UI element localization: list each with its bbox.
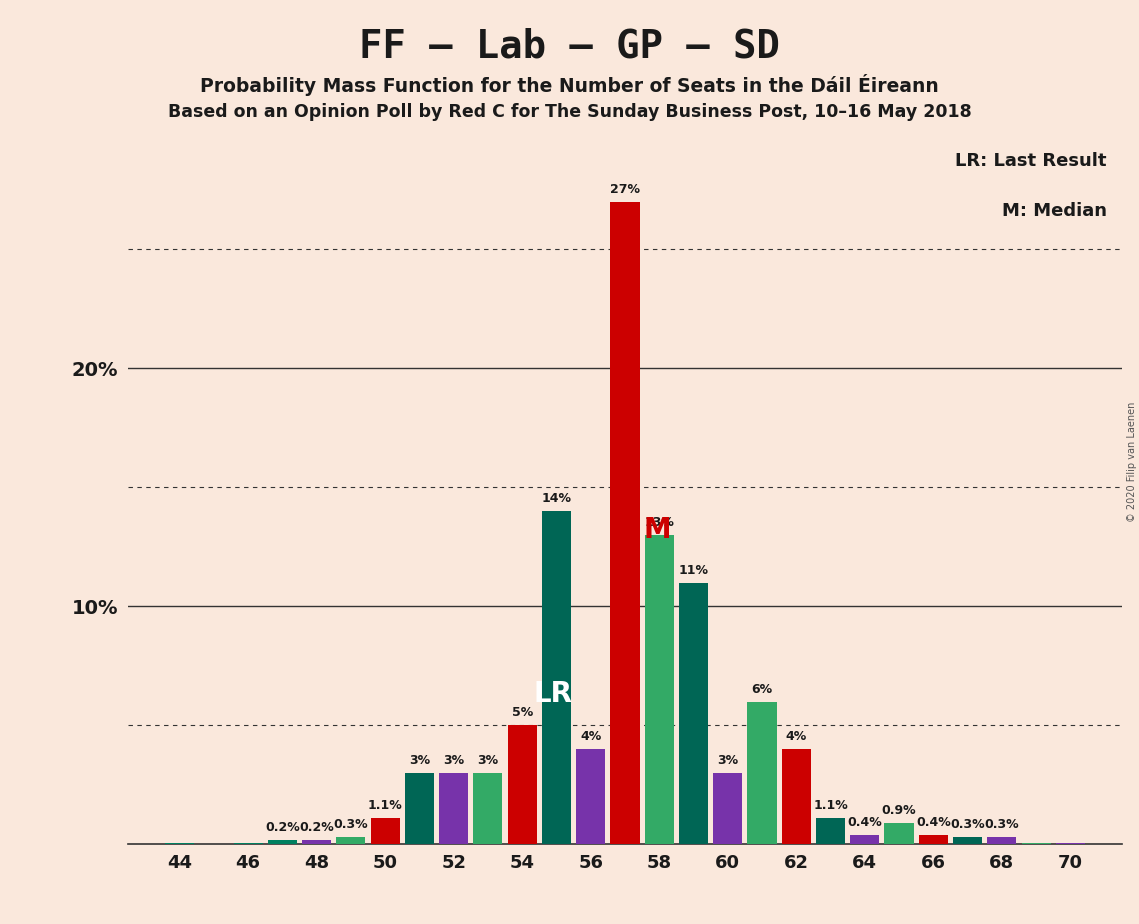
Text: 4%: 4%: [786, 730, 806, 743]
Text: 3%: 3%: [718, 754, 738, 767]
Bar: [508, 725, 536, 845]
Bar: [919, 834, 948, 845]
Text: 27%: 27%: [611, 183, 640, 196]
Text: 14%: 14%: [541, 492, 572, 505]
Bar: [302, 840, 331, 845]
Bar: [953, 837, 982, 845]
Bar: [850, 834, 879, 845]
Text: FF – Lab – GP – SD: FF – Lab – GP – SD: [359, 28, 780, 66]
Text: 0.9%: 0.9%: [882, 804, 917, 817]
Text: 13%: 13%: [645, 516, 674, 529]
Bar: [747, 701, 777, 845]
Text: LR: LR: [533, 680, 573, 709]
Bar: [645, 535, 674, 845]
Bar: [988, 837, 1016, 845]
Text: 0.2%: 0.2%: [300, 821, 334, 833]
Text: 1.1%: 1.1%: [813, 799, 847, 812]
Bar: [370, 818, 400, 845]
Bar: [165, 843, 194, 845]
Bar: [679, 583, 708, 845]
Bar: [542, 511, 571, 845]
Bar: [336, 837, 366, 845]
Text: M: M: [644, 516, 671, 543]
Text: © 2020 Filip van Laenen: © 2020 Filip van Laenen: [1126, 402, 1137, 522]
Bar: [440, 773, 468, 845]
Bar: [1056, 843, 1084, 845]
Text: 3%: 3%: [477, 754, 499, 767]
Bar: [816, 818, 845, 845]
Text: 6%: 6%: [752, 683, 772, 696]
Text: 1.1%: 1.1%: [368, 799, 402, 812]
Text: Based on an Opinion Poll by Red C for The Sunday Business Post, 10–16 May 2018: Based on an Opinion Poll by Red C for Th…: [167, 103, 972, 121]
Bar: [611, 201, 639, 845]
Text: 4%: 4%: [580, 730, 601, 743]
Bar: [713, 773, 743, 845]
Text: 3%: 3%: [409, 754, 429, 767]
Text: 0.4%: 0.4%: [916, 816, 951, 829]
Bar: [268, 840, 297, 845]
Text: 0.4%: 0.4%: [847, 816, 882, 829]
Bar: [576, 749, 605, 845]
Bar: [233, 843, 263, 845]
Text: LR: Last Result: LR: Last Result: [956, 152, 1107, 170]
Bar: [474, 773, 502, 845]
Text: 0.3%: 0.3%: [334, 819, 368, 832]
Text: 11%: 11%: [679, 564, 708, 577]
Text: 0.3%: 0.3%: [950, 819, 985, 832]
Text: M: Median: M: Median: [1002, 201, 1107, 220]
Text: 3%: 3%: [443, 754, 465, 767]
Bar: [781, 749, 811, 845]
Text: Probability Mass Function for the Number of Seats in the Dáil Éireann: Probability Mass Function for the Number…: [200, 74, 939, 96]
Bar: [404, 773, 434, 845]
Text: 5%: 5%: [511, 707, 533, 720]
Text: 0.3%: 0.3%: [984, 819, 1019, 832]
Bar: [885, 823, 913, 845]
Bar: [1022, 843, 1050, 845]
Text: 0.2%: 0.2%: [265, 821, 300, 833]
